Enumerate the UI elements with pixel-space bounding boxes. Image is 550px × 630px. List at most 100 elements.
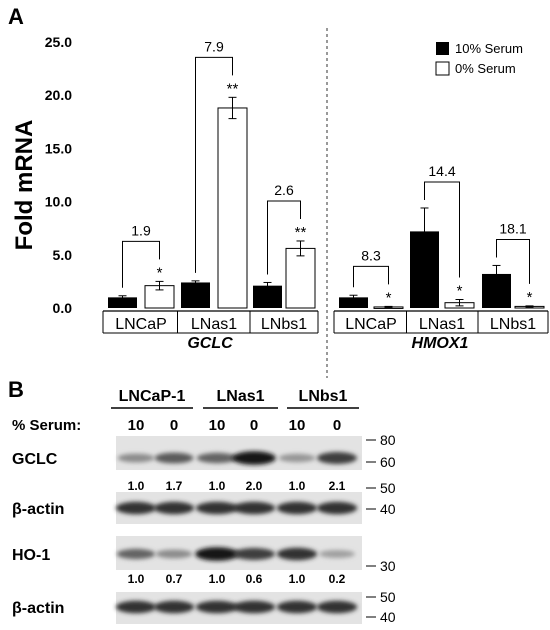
serum-value-label: 10 <box>209 417 226 434</box>
band-quantification: 1.0 <box>289 572 306 586</box>
western-blot-panel: LNCaP-1 LNas1 LNbs1 % Serum: 10 0 10 0 10 0 GCLC 80… <box>12 388 396 625</box>
cell-line-label: LNCaP-1 <box>119 388 186 405</box>
size-marker-label: 30 <box>380 558 396 574</box>
blot-protein-label: β-actin <box>12 600 64 617</box>
band-quantification: 1.0 <box>209 572 226 586</box>
fold-change-label: 2.6 <box>274 182 294 198</box>
significance-label: ** <box>227 80 239 97</box>
y-tick-label: 25.0 <box>45 34 72 50</box>
comparison-bracket <box>195 56 233 273</box>
size-marker-label: 50 <box>380 480 396 496</box>
serum-value-label: 0 <box>250 417 258 434</box>
bar-0-serum <box>217 107 248 309</box>
category-label: LNbs1 <box>261 316 307 333</box>
blot-band <box>317 452 357 464</box>
y-tick-label: 10.0 <box>45 194 72 210</box>
y-tick-label: 0.0 <box>53 300 73 316</box>
blot-band <box>154 452 194 464</box>
legend-swatch-0-serum <box>435 61 450 76</box>
blot-band <box>278 453 316 463</box>
band-quantification: 2.1 <box>329 479 346 493</box>
size-marker-label: 40 <box>380 501 396 517</box>
fold-change-label: 8.3 <box>361 247 381 263</box>
blot-band <box>116 548 156 560</box>
y-axis-label: Fold mRNA <box>11 120 38 251</box>
y-tick-label: 20.0 <box>45 87 72 103</box>
serum-value-label: 10 <box>289 417 306 434</box>
bar-0-serum <box>285 247 316 309</box>
fold-change-label: 14.4 <box>428 163 455 179</box>
blot-band <box>115 600 157 614</box>
comparison-bracket <box>122 240 160 288</box>
serum-value-label: 0 <box>170 417 178 434</box>
blot-band <box>153 501 195 515</box>
blot-band <box>232 451 276 465</box>
bar-10-serum <box>181 282 210 308</box>
fold-change-label: 7.9 <box>204 38 224 54</box>
blot-band <box>117 453 155 463</box>
blot-band <box>276 600 318 614</box>
band-quantification: 0.6 <box>246 572 263 586</box>
gene-group-label: GCLC <box>187 335 233 352</box>
band-quantification: 1.0 <box>209 479 226 493</box>
blot-band <box>232 501 276 515</box>
size-marker-label: 50 <box>380 589 396 605</box>
blot-membrane <box>116 436 362 470</box>
comparison-bracket <box>267 200 301 275</box>
category-label: LNas1 <box>191 316 237 333</box>
comparison-bracket <box>353 265 389 288</box>
blot-band <box>115 501 157 515</box>
panel-a-label: A <box>8 4 24 29</box>
bar-10-serum <box>339 297 368 308</box>
blot-band <box>155 549 193 559</box>
cell-line-label: LNbs1 <box>299 388 348 405</box>
blot-band <box>195 501 239 515</box>
size-marker-label: 60 <box>380 454 396 470</box>
legend-label-0-serum: 0% Serum <box>455 61 516 76</box>
significance-label: * <box>386 289 392 306</box>
blot-band <box>195 600 239 614</box>
panel-b-label: B <box>8 377 24 402</box>
bar-10-serum <box>253 285 282 308</box>
serum-value-label: 0 <box>333 417 341 434</box>
comparison-bracket <box>496 238 530 284</box>
y-tick-label: 15.0 <box>45 140 72 156</box>
band-quantification: 1.0 <box>289 479 306 493</box>
legend-label-10-serum: 10% Serum <box>455 41 523 56</box>
bar-10-serum <box>108 297 137 308</box>
significance-label: * <box>527 289 533 306</box>
blot-band <box>316 600 358 614</box>
blot-band <box>195 547 239 561</box>
category-label: LNCaP <box>345 316 397 333</box>
band-quantification: 1.7 <box>166 479 183 493</box>
size-marker-label: 80 <box>380 432 396 448</box>
significance-label: * <box>457 282 463 299</box>
blot-band <box>316 501 358 515</box>
bar-plot: *1.9LNCaP**7.9LNas1**2.6LNbs1GCLC*8.3LNC… <box>102 38 549 352</box>
blot-band <box>233 548 275 560</box>
significance-label: ** <box>295 224 307 241</box>
band-quantification: 2.0 <box>246 479 263 493</box>
fold-change-label: 1.9 <box>131 222 151 238</box>
blot-band <box>319 550 355 558</box>
significance-label: * <box>157 264 163 281</box>
cell-line-label: LNas1 <box>216 388 264 405</box>
blot-band <box>232 600 276 614</box>
blot-protein-label: GCLC <box>12 451 58 468</box>
serum-value-label: 10 <box>128 417 145 434</box>
y-axis: 0.0 5.0 10.0 15.0 20.0 25.0 <box>45 34 72 316</box>
blot-band <box>276 501 318 515</box>
gene-group-label: HMOX1 <box>412 335 469 352</box>
blot-protein-label: HO-1 <box>12 547 50 564</box>
band-quantification: 1.0 <box>128 572 145 586</box>
band-quantification: 0.7 <box>166 572 183 586</box>
blot-protein-label: β-actin <box>12 501 64 518</box>
serum-row-label: % Serum: <box>12 417 81 434</box>
size-marker-label: 40 <box>380 609 396 625</box>
category-label: LNas1 <box>419 316 465 333</box>
y-tick-label: 5.0 <box>53 247 73 263</box>
legend: 10% Serum 0% Serum <box>435 41 523 76</box>
band-quantification: 1.0 <box>128 479 145 493</box>
band-quantification: 0.2 <box>329 572 346 586</box>
blot-band <box>196 452 238 464</box>
